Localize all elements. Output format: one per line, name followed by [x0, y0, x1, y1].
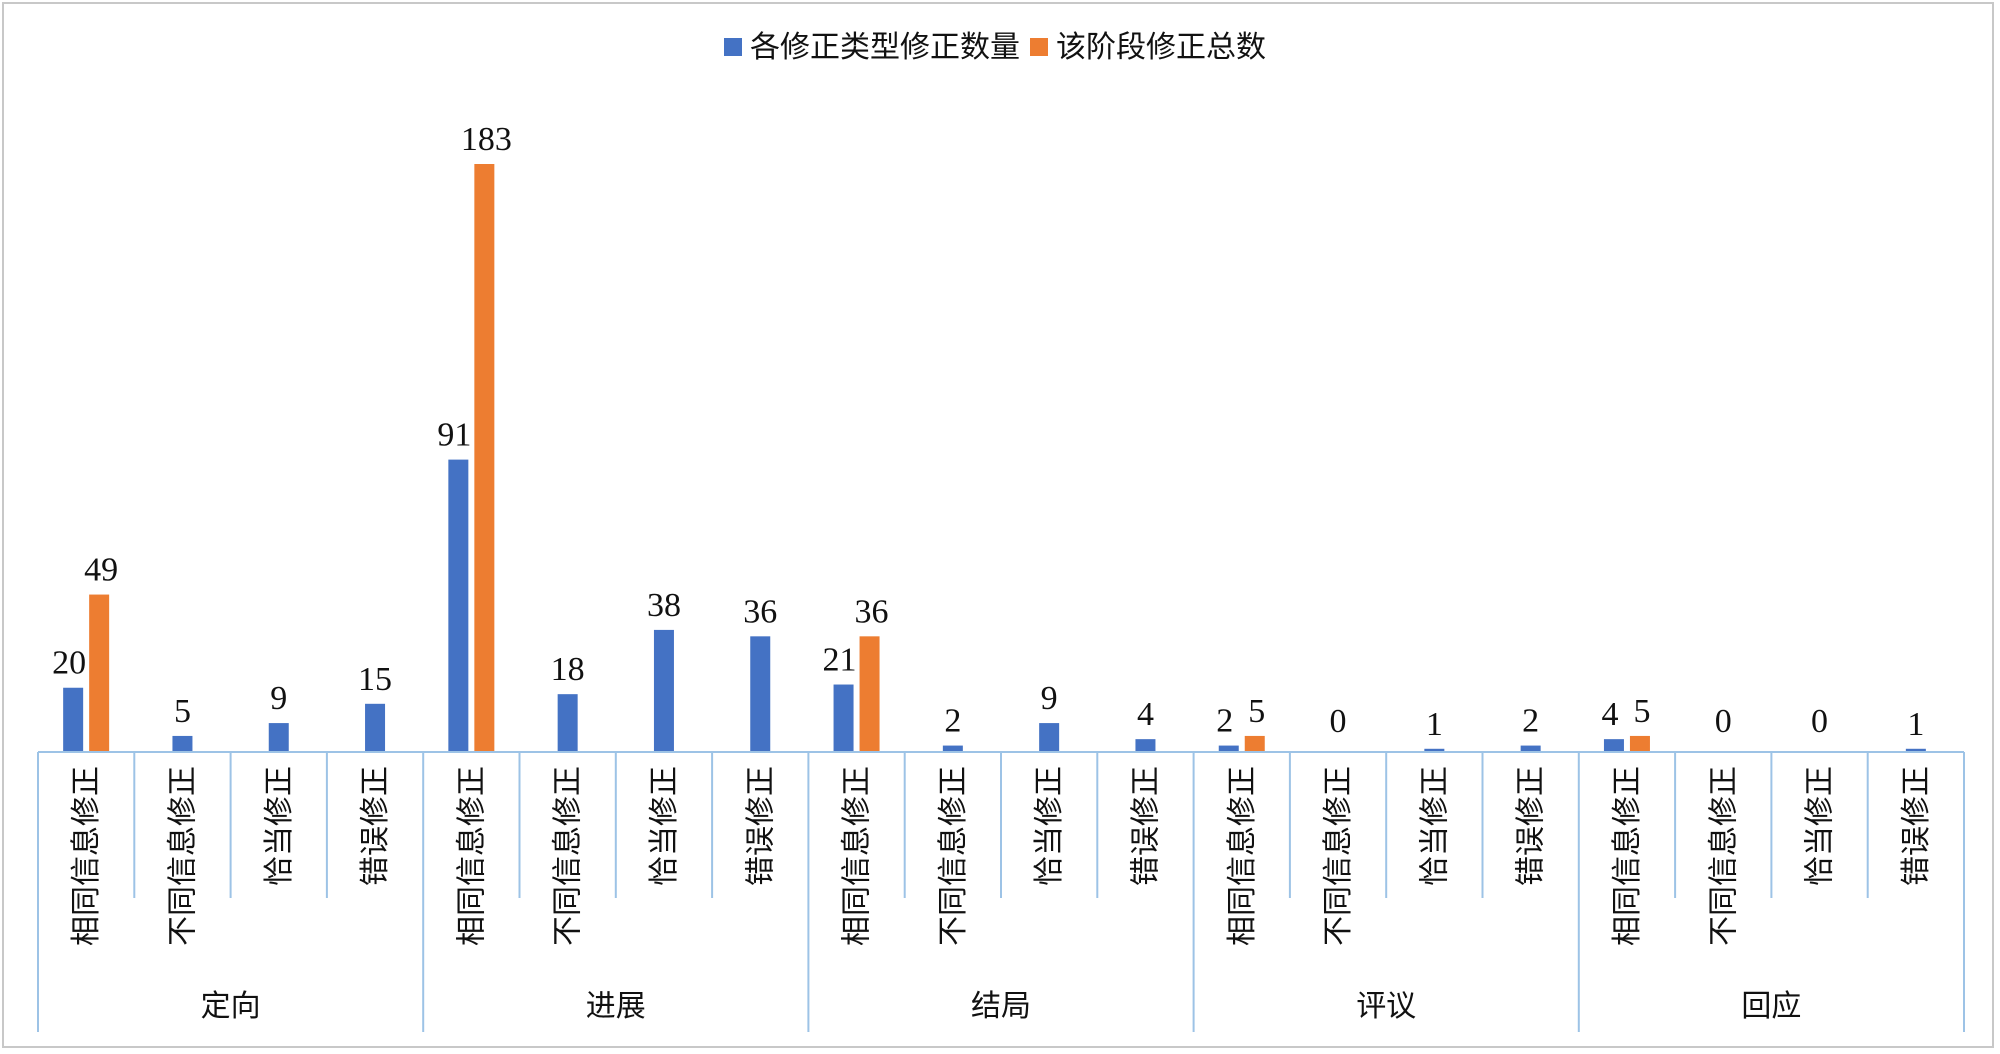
- category-label-8: 错误修正: [743, 766, 778, 886]
- bar-s1-5: [448, 459, 469, 752]
- data-label-s1-13: 2: [1216, 703, 1233, 740]
- bar-s1-2: [172, 735, 193, 752]
- data-label-s1-18: 0: [1715, 703, 1732, 740]
- data-label-s1-3: 9: [270, 680, 287, 717]
- category-label-3: 恰当修正: [262, 766, 297, 886]
- category-label-2: 不同信息修正: [165, 766, 200, 946]
- bar-s1-16: [1520, 745, 1541, 752]
- category-label-9: 相同信息修正: [840, 766, 875, 946]
- data-label-s1-14: 0: [1330, 703, 1347, 740]
- data-label-s1-11: 9: [1041, 680, 1058, 717]
- category-label-10: 不同信息修正: [936, 766, 971, 946]
- category-label-17: 相同信息修正: [1610, 766, 1645, 946]
- category-label-14: 不同信息修正: [1321, 766, 1356, 946]
- category-label-19: 恰当修正: [1803, 766, 1838, 886]
- category-label-18: 不同信息修正: [1706, 766, 1741, 946]
- legend-swatch-1: [724, 38, 742, 56]
- category-axis: 相同信息修正 不同信息修正 恰当修正 错误修正 相同信息修正 不同信息修正 恰当修正 错误修正…: [37, 751, 1965, 1032]
- data-label-s1-10: 2: [944, 703, 961, 740]
- data-label-s1-17: 4: [1601, 696, 1618, 733]
- category-label-15: 恰当修正: [1417, 766, 1452, 886]
- bar-s1-3: [268, 723, 289, 752]
- legend-label-2: 该阶段修正总数: [1056, 30, 1266, 65]
- legend-swatch-2: [1030, 38, 1048, 56]
- category-label-6: 不同信息修正: [551, 766, 586, 946]
- group-label-4: 评议: [1356, 989, 1416, 1024]
- category-label-13: 相同信息修正: [1225, 766, 1260, 946]
- category-label-20: 错误修正: [1899, 766, 1934, 886]
- bar-s1-10: [942, 745, 963, 752]
- bar-s1-17: [1603, 739, 1624, 752]
- category-label-12: 错误修正: [1128, 766, 1163, 886]
- data-label-s2-1: 49: [84, 552, 118, 589]
- category-label-1: 相同信息修正: [69, 766, 104, 946]
- data-label-s2-13: 5: [1248, 693, 1265, 730]
- bar-s2-17: [1629, 735, 1650, 752]
- category-label-5: 相同信息修正: [454, 766, 489, 946]
- group-label-3: 结局: [971, 989, 1031, 1024]
- data-label-s1-15: 1: [1426, 706, 1443, 743]
- data-label-s1-20: 1: [1907, 706, 1924, 743]
- category-label-7: 恰当修正: [647, 766, 682, 886]
- data-label-s1-12: 4: [1137, 696, 1154, 733]
- legend: 各修正类型修正数量 该阶段修正总数: [724, 30, 1266, 65]
- data-label-s2-17: 5: [1633, 693, 1650, 730]
- bar-s1-20: [1905, 748, 1926, 752]
- data-label-s1-1: 20: [52, 645, 86, 682]
- category-label-16: 错误修正: [1514, 766, 1549, 886]
- data-label-s1-5: 91: [437, 417, 471, 454]
- bar-s2-9: [859, 636, 880, 752]
- group-label-2: 进展: [586, 989, 646, 1024]
- bars: [63, 164, 1926, 752]
- bar-s1-9: [833, 684, 854, 752]
- data-label-s1-6: 18: [551, 651, 585, 688]
- data-label-s1-2: 5: [174, 693, 191, 730]
- group-label-1: 定向: [201, 989, 261, 1024]
- bar-s1-4: [365, 703, 386, 752]
- legend-label-1: 各修正类型修正数量: [750, 30, 1020, 65]
- bar-s1-15: [1424, 748, 1445, 752]
- bar-s1-1: [63, 687, 84, 752]
- category-label-4: 错误修正: [358, 766, 393, 886]
- bar-s2-13: [1244, 735, 1265, 752]
- data-label-s1-19: 0: [1811, 703, 1828, 740]
- data-label-s1-9: 21: [823, 642, 857, 679]
- data-label-s1-7: 38: [647, 587, 681, 624]
- data-label-s2-9: 36: [855, 593, 889, 630]
- bar-s1-11: [1039, 723, 1060, 752]
- bar-s1-8: [750, 636, 771, 752]
- category-label-11: 恰当修正: [1032, 766, 1067, 886]
- data-label-s1-16: 2: [1522, 703, 1539, 740]
- data-label-s1-4: 15: [358, 661, 392, 698]
- bar-s1-12: [1135, 739, 1156, 752]
- bar-s1-13: [1218, 745, 1239, 752]
- data-label-s2-5: 183: [461, 121, 512, 158]
- bar-s1-7: [653, 629, 674, 752]
- bar-s2-5: [474, 164, 495, 752]
- group-label-5: 回应: [1741, 989, 1801, 1024]
- bar-s1-6: [557, 694, 578, 752]
- bar-s2-1: [89, 594, 110, 752]
- data-label-s1-8: 36: [743, 593, 777, 630]
